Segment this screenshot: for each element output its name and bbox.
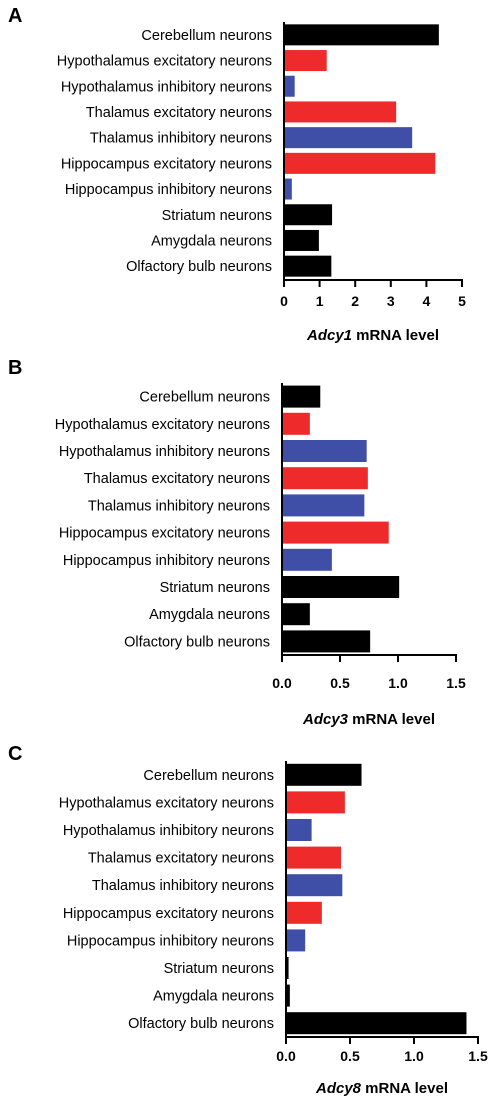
category-label: Amygdala neurons (151, 233, 272, 249)
category-label: Thalamus excitatory neurons (86, 105, 272, 121)
category-label: Hypothalamus inhibitory neurons (63, 823, 274, 839)
x-axis-title-gene: Adcy3 (302, 711, 349, 728)
bar (283, 603, 310, 626)
category-label: Cerebellum neurons (141, 28, 272, 44)
category-label: Hippocampus excitatory neurons (59, 526, 270, 542)
category-label: Hypothalamus excitatory neurons (57, 54, 272, 70)
category-label: Thalamus inhibitory neurons (88, 498, 270, 514)
x-tick-label: 1.0 (404, 1048, 424, 1064)
category-label: Hypothalamus excitatory neurons (59, 795, 274, 811)
category-label: Thalamus excitatory neurons (84, 471, 270, 487)
bar (285, 101, 397, 123)
x-tick-label: 0.0 (276, 1048, 296, 1064)
x-axis-title: Adcy8 mRNA level (315, 1080, 448, 1097)
x-tick-label: 4 (423, 293, 431, 309)
bar (283, 630, 371, 653)
bar (287, 874, 343, 897)
bar (283, 548, 332, 571)
bar (287, 846, 342, 869)
bar (287, 1012, 467, 1035)
x-tick-label: 1.5 (446, 675, 466, 691)
category-label: Cerebellum neurons (143, 768, 274, 784)
bar (285, 127, 413, 149)
category-label: Thalamus excitatory neurons (88, 851, 274, 867)
bar (283, 494, 365, 517)
x-tick-label: 0 (280, 293, 288, 309)
x-tick-label: 5 (458, 293, 466, 309)
x-tick-label: 1 (316, 293, 324, 309)
x-tick-label: 3 (387, 293, 395, 309)
x-axis-title-unit: mRNA level (361, 1080, 448, 1097)
x-tick-label: 2 (351, 293, 359, 309)
bar (287, 929, 306, 952)
bar (285, 50, 327, 72)
panel-letter: A (8, 5, 22, 27)
x-axis-title-gene: Adcy8 (315, 1080, 362, 1097)
bar (285, 24, 439, 46)
category-label: Striatum neurons (160, 580, 270, 596)
category-label: Amygdala neurons (149, 607, 270, 623)
x-tick-label: 1.5 (468, 1048, 488, 1064)
x-axis-title-gene: Adcy1 (306, 327, 352, 344)
bar (285, 229, 319, 251)
category-label: Cerebellum neurons (139, 390, 270, 406)
bar (285, 204, 333, 226)
category-label: Hippocampus inhibitory neurons (67, 933, 274, 949)
x-axis-title-unit: mRNA level (348, 711, 435, 728)
bar (283, 412, 310, 435)
x-tick-label: 0.0 (272, 675, 292, 691)
bar (287, 791, 345, 814)
bar (285, 255, 332, 277)
bar (285, 152, 436, 174)
x-tick-label: 0.5 (340, 1048, 360, 1064)
panel-letter: B (8, 357, 22, 379)
x-tick-label: 1.0 (388, 675, 408, 691)
bar (287, 901, 322, 924)
category-label: Thalamus inhibitory neurons (90, 131, 272, 147)
bar (285, 75, 295, 97)
category-label: Thalamus inhibitory neurons (92, 878, 274, 894)
category-label: Olfactory bulb neurons (128, 1016, 274, 1032)
bar (287, 957, 289, 979)
category-label: Striatum neurons (164, 961, 274, 977)
category-label: Hippocampus excitatory neurons (61, 156, 272, 172)
x-axis-title-unit: mRNA level (352, 327, 439, 344)
chart-panel-a: A Cerebellum neurons Hypothalamus excitato… (8, 5, 466, 344)
bar (283, 467, 368, 490)
category-label: Olfactory bulb neurons (126, 259, 272, 275)
x-tick-label: 0.5 (330, 675, 350, 691)
bar (287, 984, 290, 1007)
category-label: Striatum neurons (162, 208, 272, 224)
chart-panel-b: B Cerebellum neurons Hypothalamus excitato… (8, 357, 466, 728)
category-label: Amygdala neurons (153, 989, 274, 1005)
category-label: Hypothalamus excitatory neurons (55, 417, 270, 433)
bar (283, 521, 389, 544)
panel-letter: C (8, 743, 22, 765)
category-label: Hippocampus excitatory neurons (63, 906, 274, 922)
chart-panel-c: C Cerebellum neurons Hypothalamus excitato… (8, 743, 488, 1097)
bar (285, 178, 292, 200)
bar (287, 819, 312, 841)
x-axis-title: Adcy1 mRNA level (306, 327, 439, 344)
bar (283, 440, 367, 462)
category-label: Olfactory bulb neurons (124, 634, 270, 650)
bar (283, 385, 321, 408)
category-label: Hypothalamus inhibitory neurons (61, 79, 272, 95)
category-label: Hypothalamus inhibitory neurons (59, 444, 270, 460)
category-label: Hippocampus inhibitory neurons (63, 553, 270, 569)
category-label: Hippocampus inhibitory neurons (65, 182, 272, 198)
bar (283, 576, 400, 598)
x-axis-title: Adcy3 mRNA level (302, 711, 435, 728)
bar (287, 763, 362, 786)
